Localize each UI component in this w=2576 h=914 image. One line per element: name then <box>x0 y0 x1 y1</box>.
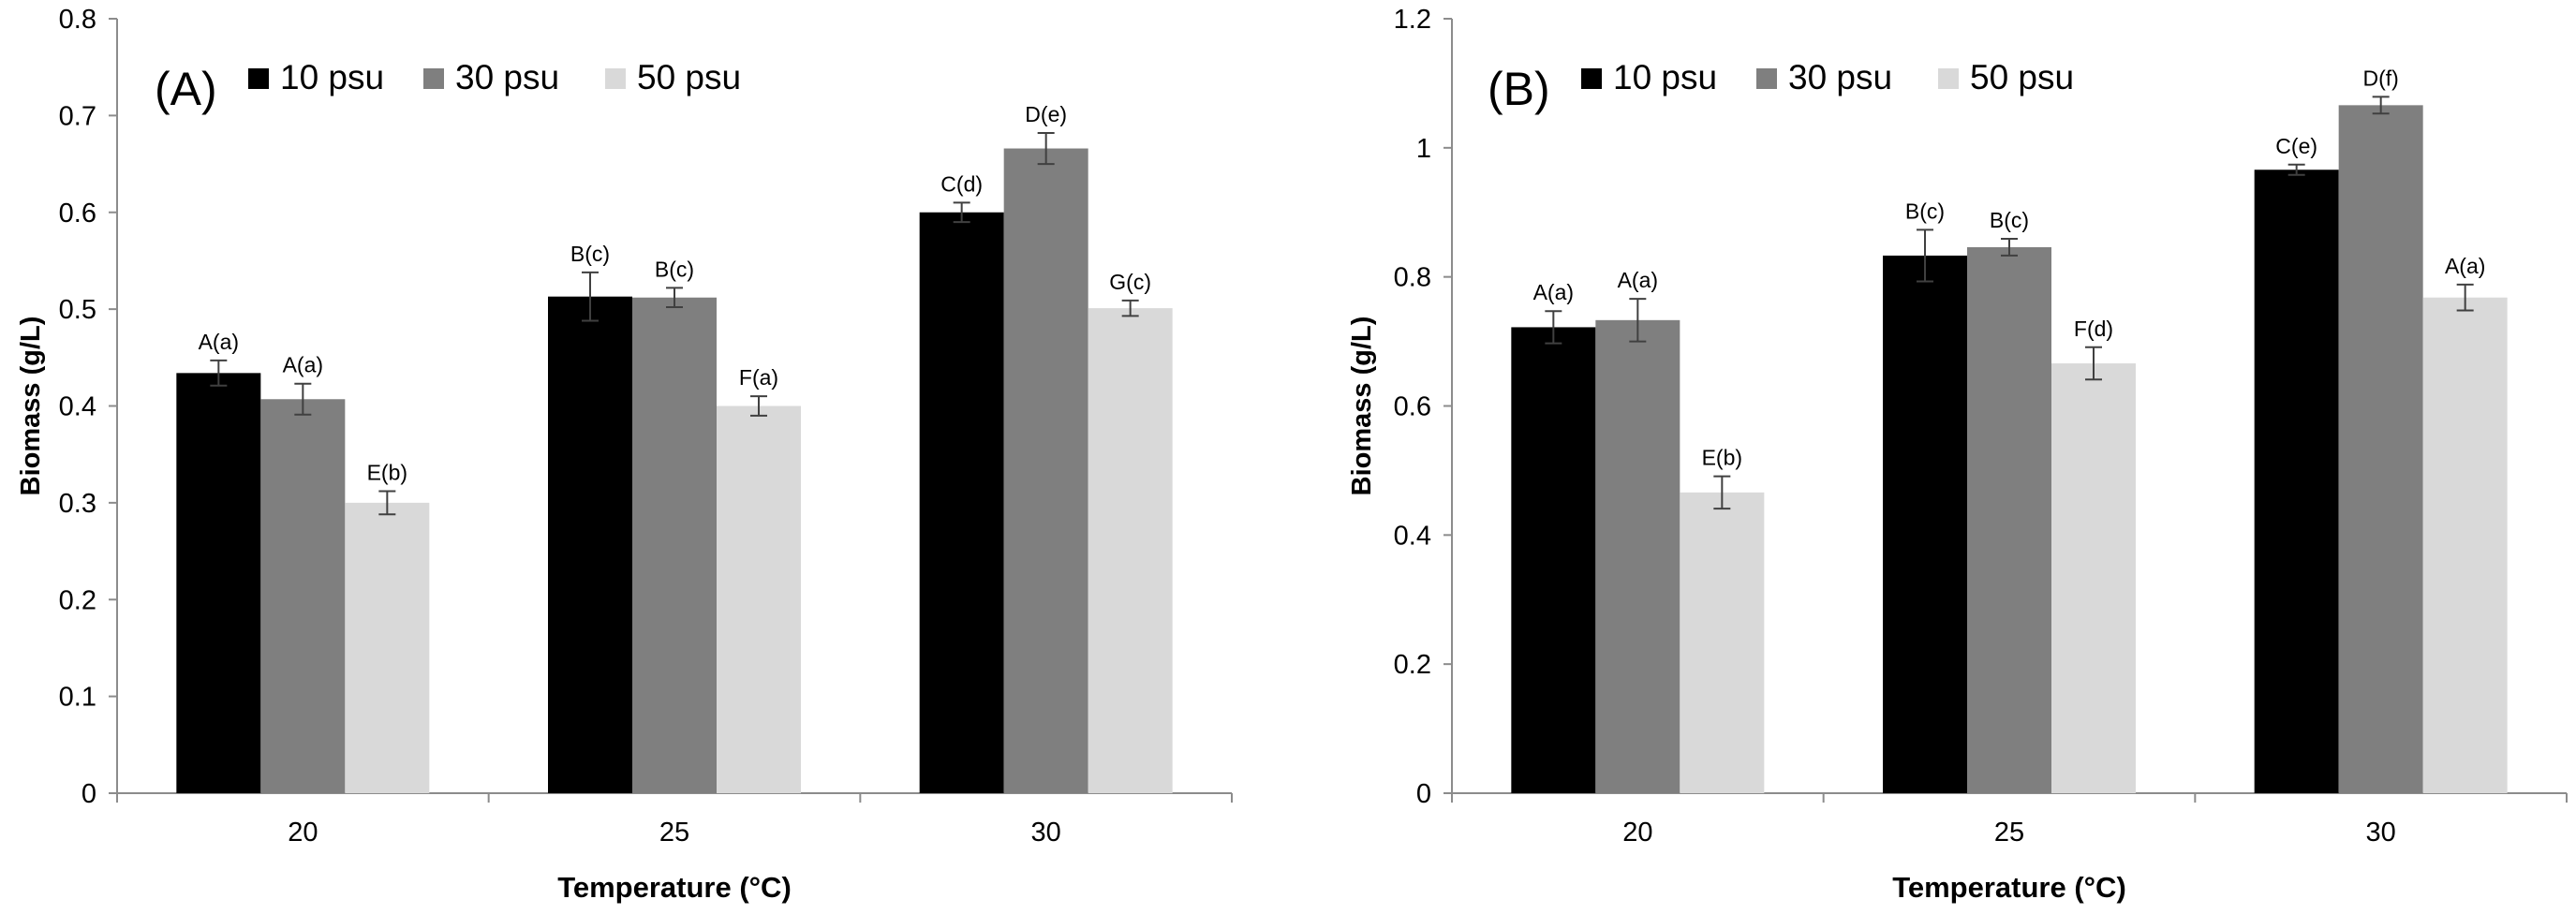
data-label: A(a) <box>2445 254 2485 278</box>
y-tick-label: 1 <box>1416 134 1431 164</box>
y-tick-label: 0.4 <box>1394 521 1431 551</box>
bar <box>919 212 1004 793</box>
bar <box>1883 255 1967 793</box>
y-tick-label: 0.1 <box>59 683 96 713</box>
x-tick-label: 20 <box>1622 818 1652 848</box>
legend-swatch <box>1581 68 1602 89</box>
y-tick-label: 0.7 <box>59 101 96 131</box>
legend-label: 30 psu <box>1788 58 1892 96</box>
data-label: A(a) <box>1533 280 1574 304</box>
y-tick-label: 0 <box>81 779 96 809</box>
legend-label: 10 psu <box>280 58 384 96</box>
y-tick-label: 0.3 <box>59 489 96 519</box>
legend-label: 50 psu <box>637 58 741 96</box>
bar <box>2422 297 2508 794</box>
bar <box>548 296 632 793</box>
bar <box>717 405 801 793</box>
x-tick-label: 20 <box>288 818 318 848</box>
legend-swatch <box>1756 68 1777 89</box>
y-tick-label: 0.5 <box>59 295 96 325</box>
panel-a-chart: 0 0.1 0.2 0.3 0.4 0.5 0.6 0.7 0.8 20 25 30 A(a) B(c) C… <box>16 5 1233 904</box>
x-axis-title: Temperature (°C) <box>1892 871 2126 904</box>
y-tick-label: 0 <box>1416 779 1431 809</box>
data-label: C(d) <box>940 171 983 196</box>
x-axis-title: Temperature (°C) <box>557 871 792 904</box>
bar <box>1088 308 1173 793</box>
bar <box>1003 148 1088 793</box>
y-tick-label: 0.2 <box>1394 650 1431 680</box>
legend-swatch <box>248 68 269 89</box>
bar <box>1595 319 1680 793</box>
legend-swatch <box>1938 68 1959 89</box>
data-label: A(a) <box>199 330 239 354</box>
x-tick-label: 30 <box>2366 818 2396 848</box>
panel-label: (A) <box>155 63 217 115</box>
legend-label: 10 psu <box>1613 58 1717 96</box>
x-tick-label: 25 <box>1994 818 2024 848</box>
data-label: B(c) <box>1905 199 1945 223</box>
data-label: B(c) <box>570 242 610 266</box>
data-label: D(f) <box>2363 66 2399 90</box>
data-label: B(c) <box>1990 208 2029 232</box>
bar <box>2338 105 2423 794</box>
panel-label: (B) <box>1488 63 1550 115</box>
data-label: E(b) <box>367 460 407 484</box>
y-axis-title: Biomass (g/L) <box>16 317 46 496</box>
y-axis-title: Biomass (g/L) <box>1347 317 1377 496</box>
bar <box>1967 246 2051 794</box>
bar <box>2254 170 2339 793</box>
legend-label: 50 psu <box>1970 58 2074 96</box>
legend-swatch <box>423 68 444 89</box>
y-tick-label: 0.8 <box>59 5 96 35</box>
data-label: G(c) <box>1109 270 1151 294</box>
bar <box>345 502 430 793</box>
data-label: A(a) <box>1618 268 1658 292</box>
y-tick-label: 0.2 <box>59 585 96 615</box>
y-tick-label: 0.6 <box>59 199 96 228</box>
y-tick-label: 0.8 <box>1394 263 1431 293</box>
data-label: C(e) <box>2275 134 2317 158</box>
x-tick-label: 25 <box>659 818 689 848</box>
bar <box>260 399 346 793</box>
bar <box>2051 363 2136 793</box>
data-label: D(e) <box>1025 102 1067 126</box>
x-tick-label: 30 <box>1031 818 1061 848</box>
panel-b-chart: 0 0.2 0.4 0.6 0.8 1 1.2 20 25 30 A(a) B(c) C(e) A(a) B… <box>1347 5 2568 904</box>
bar <box>632 297 717 794</box>
legend-label: 30 psu <box>455 58 559 96</box>
data-label: E(b) <box>1702 446 1742 470</box>
y-tick-label: 0.4 <box>59 392 96 422</box>
data-label: A(a) <box>283 353 323 377</box>
legend-swatch <box>605 68 626 89</box>
bar <box>1680 492 1765 793</box>
data-label: B(c) <box>655 257 694 281</box>
y-tick-label: 1.2 <box>1394 5 1431 35</box>
bar <box>1511 327 1596 793</box>
bar <box>176 373 261 793</box>
data-label: F(a) <box>739 365 778 390</box>
y-tick-label: 0.6 <box>1394 392 1431 422</box>
data-label: F(d) <box>2074 317 2113 341</box>
